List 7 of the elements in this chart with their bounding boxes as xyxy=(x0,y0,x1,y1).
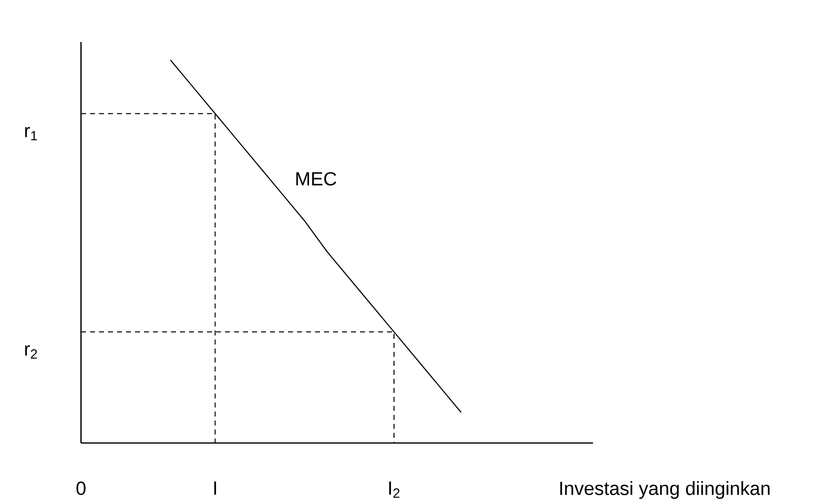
x-axis-title: Investasi yang diinginkan xyxy=(560,481,770,499)
x-tick-label: 0 xyxy=(76,482,86,495)
ref-line-label: r$_{2}$ xyxy=(25,345,37,359)
ref-line-label: r$_{1}$ xyxy=(25,126,37,140)
x-tick-label: I xyxy=(214,482,216,495)
series-label: MEC xyxy=(296,172,336,186)
x-tick-label: I$_{2}$ xyxy=(389,482,400,498)
